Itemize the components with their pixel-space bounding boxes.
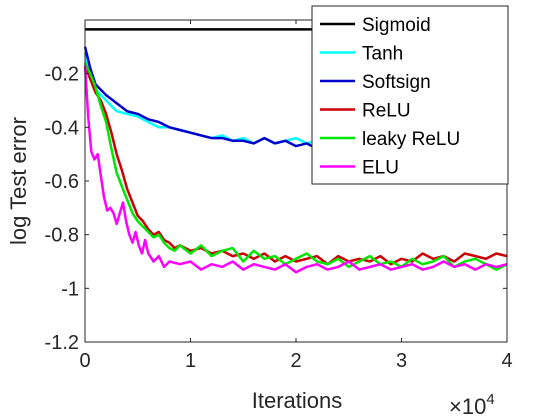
series-line-leaky-relu xyxy=(83,62,508,271)
y-tick-label: -0.6 xyxy=(45,171,79,193)
legend-label-leaky-relu: leaky ReLU xyxy=(362,129,460,150)
x-axis-multiplier: ×104 xyxy=(449,391,495,419)
y-tick-label: -0.2 xyxy=(45,64,79,86)
x-axis-multiplier-base: ×10 xyxy=(449,394,486,419)
legend-label-elu: ELU xyxy=(362,158,399,179)
legend-label-softsign: Softsign xyxy=(362,72,431,93)
legend-label-sigmoid: Sigmoid xyxy=(362,15,431,36)
legend: Sigmoid Tanh Softsign ReLU leaky ReLU ELU xyxy=(311,5,509,185)
series-line-elu xyxy=(83,65,508,274)
y-tick-label: -0.4 xyxy=(45,117,79,139)
y-tick-label: -1.2 xyxy=(45,332,79,354)
x-tick-labels: 0 1 2 3 4 xyxy=(79,350,512,372)
x-tick-label: 0 xyxy=(79,350,90,372)
x-axis-label: Iterations xyxy=(252,388,343,413)
y-tick-label: -1 xyxy=(61,278,79,300)
y-tick-labels: -1.2 -1 -0.8 -0.6 -0.4 -0.2 xyxy=(45,64,79,354)
y-axis-label: log Test error xyxy=(6,117,31,245)
legend-box xyxy=(311,5,509,185)
x-tick-label: 4 xyxy=(501,350,512,372)
legend-label-relu: ReLU xyxy=(362,101,411,122)
y-tick-label: -0.8 xyxy=(45,225,79,247)
x-tick-label: 2 xyxy=(290,350,301,372)
legend-entries: Sigmoid Tanh Softsign ReLU leaky ReLU ELU xyxy=(320,15,460,179)
x-tick-label: 1 xyxy=(185,350,196,372)
x-axis-multiplier-exponent: 4 xyxy=(486,391,494,408)
x-tick-label: 3 xyxy=(396,350,407,372)
legend-label-tanh: Tanh xyxy=(362,44,403,65)
